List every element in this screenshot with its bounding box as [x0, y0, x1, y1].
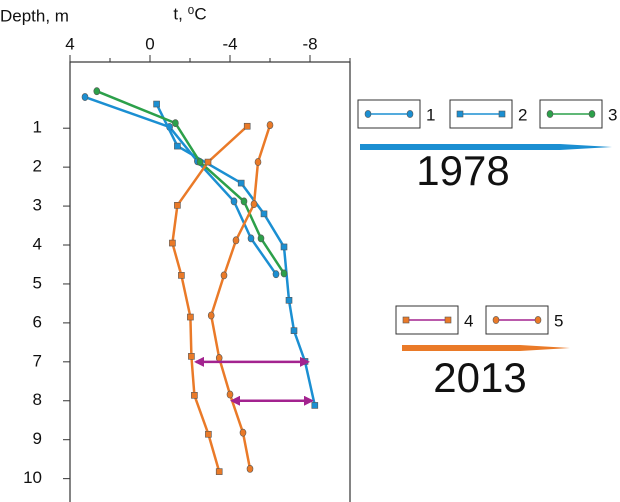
y-tick-label: 10 — [23, 468, 42, 487]
series-line — [96, 90, 286, 275]
point — [272, 270, 280, 279]
legend-marker — [588, 110, 596, 118]
legend-marker — [406, 110, 414, 118]
x-tick-label: 0 — [145, 34, 154, 53]
legend-label: 4 — [464, 311, 473, 330]
point — [191, 392, 198, 399]
point — [246, 465, 254, 473]
series-line — [171, 125, 249, 472]
point — [169, 239, 176, 247]
y-tick-label: 6 — [33, 312, 42, 331]
y-tick-label: 5 — [33, 273, 42, 292]
point — [240, 197, 248, 206]
point — [311, 402, 319, 409]
point — [207, 311, 215, 320]
point — [257, 234, 265, 243]
point — [280, 243, 288, 251]
y-tick-label: 1 — [33, 118, 42, 137]
point — [215, 354, 223, 362]
x-tick-label: -4 — [222, 34, 237, 53]
legend-marker — [492, 316, 500, 324]
point — [230, 197, 238, 206]
series-line — [84, 95, 278, 275]
point — [153, 100, 160, 108]
legend-label: 1 — [426, 105, 435, 124]
point — [254, 158, 262, 166]
point — [243, 122, 251, 130]
point — [204, 158, 212, 166]
point — [290, 327, 298, 334]
point — [172, 119, 179, 128]
legend-marker — [546, 110, 554, 118]
point — [178, 272, 185, 279]
annotation: 1978 — [416, 147, 509, 194]
y-axis-label: Depth, m — [0, 6, 69, 25]
y-tick-label: 7 — [33, 351, 42, 370]
period-arrow — [360, 144, 612, 150]
legend-marker — [534, 316, 542, 324]
y-tick-label: 4 — [33, 234, 42, 253]
point — [205, 430, 212, 438]
legend-marker — [498, 110, 506, 118]
y-tick-label: 9 — [33, 429, 42, 448]
point — [280, 269, 288, 278]
point — [232, 236, 240, 245]
point — [285, 297, 293, 304]
legend-label: 2 — [518, 105, 527, 124]
x-tick-label: -8 — [302, 34, 317, 53]
point — [174, 201, 181, 209]
period-arrow — [402, 345, 570, 351]
point — [81, 93, 89, 101]
point — [237, 179, 245, 187]
point — [250, 200, 258, 209]
point — [266, 121, 274, 129]
legend-label: 5 — [554, 311, 563, 330]
legend-label: 3 — [608, 105, 617, 124]
point — [93, 87, 101, 96]
x-axis-label: t, ⁰C — [173, 4, 206, 23]
point — [174, 142, 181, 150]
x-tick-label: 4 — [65, 34, 74, 53]
point — [247, 234, 255, 243]
y-tick-label: 2 — [33, 157, 42, 176]
y-tick-label: 3 — [33, 196, 42, 215]
point — [215, 468, 223, 475]
legend-marker — [402, 316, 410, 324]
point — [187, 313, 194, 321]
y-tick-label: 8 — [33, 390, 42, 409]
annotation: 2013 — [433, 354, 526, 401]
series-line — [209, 124, 272, 470]
legend-marker — [456, 110, 464, 118]
point — [226, 390, 234, 399]
legend-marker — [364, 110, 372, 118]
plot-frame — [69, 61, 351, 502]
point — [260, 210, 268, 218]
point — [196, 158, 204, 166]
point — [188, 353, 195, 360]
legend-marker — [444, 316, 452, 324]
point — [220, 271, 228, 280]
point — [239, 428, 247, 437]
